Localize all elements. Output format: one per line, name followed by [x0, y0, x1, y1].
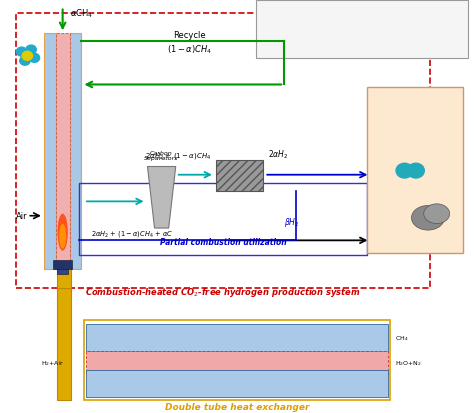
FancyBboxPatch shape [84, 320, 390, 400]
Bar [86, 325, 388, 351]
Text: Outer pipe (methane pyrolysis ): Outer pipe (methane pyrolysis ) [187, 335, 287, 340]
Text: $\alpha$C: $\alpha$C [374, 230, 386, 242]
Circle shape [20, 57, 30, 66]
Text: Air: Air [16, 212, 27, 221]
Text: Inner pipe (hydrogen combustion): Inner pipe (hydrogen combustion) [183, 360, 291, 365]
Text: $\alpha$C: $\alpha$C [394, 209, 408, 220]
Bar [70, 34, 82, 269]
Text: CH$_4$: CH$_4$ [395, 334, 409, 342]
Bar [57, 265, 71, 288]
Text: H$_2$+Air: H$_2$+Air [41, 358, 65, 367]
Text: $2\alpha$H$_2$ + $(1-\alpha)$CH$_4$ + $\alpha$C: $2\alpha$H$_2$ + $(1-\alpha)$CH$_4$ + $\… [91, 228, 173, 238]
FancyBboxPatch shape [256, 1, 468, 59]
Text: Carbon
Separators: Carbon Separators [145, 150, 179, 161]
Circle shape [17, 48, 27, 57]
Polygon shape [147, 167, 176, 228]
Bar [57, 269, 68, 274]
Text: Hydrogen
Separators: Hydrogen Separators [222, 171, 256, 182]
Bar [86, 370, 388, 397]
FancyBboxPatch shape [366, 87, 463, 253]
Ellipse shape [57, 214, 68, 251]
Text: $\beta$H$_2$: $\beta$H$_2$ [284, 216, 300, 228]
Text: β： Hydrogen with combustion utilization: β： Hydrogen with combustion utilization [270, 38, 425, 47]
Text: Double tube heat exchanger: Double tube heat exchanger [165, 402, 309, 411]
Text: Recycle: Recycle [173, 31, 206, 40]
Circle shape [26, 46, 36, 55]
Text: $2\alpha$H$_2$: $2\alpha$H$_2$ [268, 148, 288, 160]
Text: H$_2$O+N$_2$: H$_2$O+N$_2$ [395, 358, 422, 367]
Bar [55, 34, 70, 269]
Text: 1CH$_4$: 1CH$_4$ [44, 50, 67, 63]
Text: $(2\alpha-\beta)$H$_2$: $(2\alpha-\beta)$H$_2$ [392, 121, 437, 134]
Ellipse shape [424, 204, 450, 224]
Text: Products: Products [392, 99, 438, 108]
Circle shape [29, 54, 40, 63]
Ellipse shape [411, 206, 445, 230]
Bar [44, 34, 55, 269]
Text: α： Methane Conversion: α： Methane Conversion [270, 17, 361, 26]
Circle shape [396, 164, 413, 178]
Text: Combustion-heated CO$_2$-free hydrogen production system: Combustion-heated CO$_2$-free hydrogen p… [85, 285, 361, 298]
Text: $2\alpha$H$_2$ + $(1-\alpha)$CH$_4$: $2\alpha$H$_2$ + $(1-\alpha)$CH$_4$ [145, 150, 211, 160]
Bar [57, 288, 71, 400]
Text: $(1-\alpha)$CH$_4$: $(1-\alpha)$CH$_4$ [167, 43, 212, 56]
Bar [86, 351, 388, 374]
Bar [216, 161, 263, 192]
Ellipse shape [59, 224, 66, 249]
Circle shape [22, 52, 33, 61]
Text: Partial combustion utilization: Partial combustion utilization [160, 238, 286, 247]
Circle shape [407, 164, 424, 178]
Text: $\alpha$CH$_4$: $\alpha$CH$_4$ [70, 7, 93, 20]
Bar [53, 261, 72, 269]
